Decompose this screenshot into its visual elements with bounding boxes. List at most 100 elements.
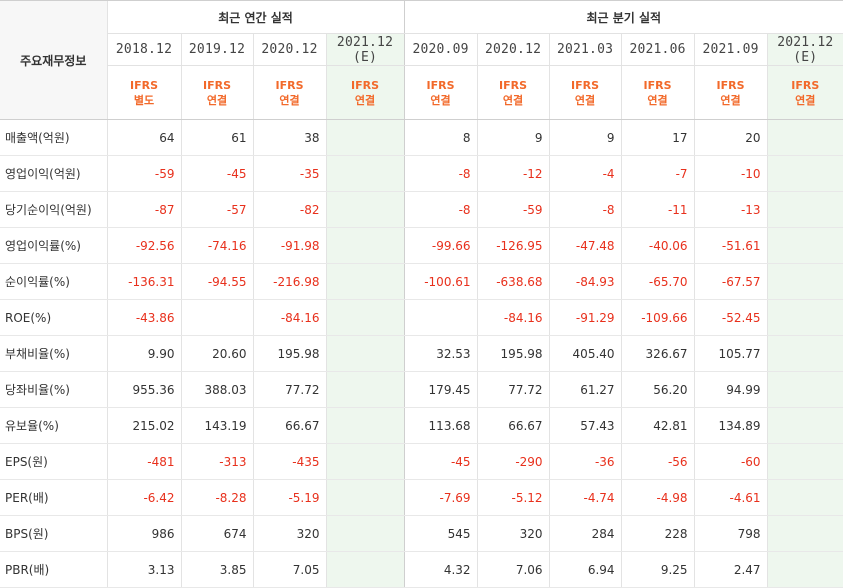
row-label: PBR(배) — [0, 551, 107, 588]
table-cell: -216.98 — [252, 263, 326, 300]
accounting-basis-header: IFRS 별도 — [106, 65, 181, 120]
table-cell — [325, 263, 405, 300]
accounting-basis-header: IFRS 연결 — [325, 65, 405, 120]
table-cell: -109.66 — [620, 299, 695, 336]
table-cell: 9.25 — [620, 551, 695, 588]
table-cell: -10 — [693, 155, 768, 192]
row-label: 당좌비율(%) — [0, 371, 107, 408]
table-cell: 113.68 — [403, 407, 478, 444]
table-cell: 326.67 — [620, 335, 695, 372]
table-cell — [180, 299, 253, 336]
table-cell: 3.85 — [180, 551, 253, 588]
table-cell: 66.67 — [252, 407, 326, 444]
table-cell: 143.19 — [180, 407, 253, 444]
table-cell: 94.99 — [693, 371, 768, 408]
table-cell — [766, 155, 843, 192]
table-cell: 320 — [252, 515, 326, 552]
row-label: 영업이익률(%) — [0, 227, 107, 264]
table-cell: -4.74 — [548, 479, 622, 516]
basis-label: 연결 — [354, 93, 376, 107]
table-cell: 77.72 — [476, 371, 550, 408]
estimate-marker: (E) — [352, 49, 378, 65]
table-cell: -91.29 — [548, 299, 622, 336]
table-cell: 955.36 — [106, 371, 181, 408]
table-cell: -136.31 — [106, 263, 181, 300]
table-cell — [325, 515, 405, 552]
ifrs-label: IFRS — [716, 78, 745, 92]
table-row: BPS(원) 986 674 320 545 320 284 228 798 — [0, 515, 843, 552]
table-cell: -59 — [476, 191, 550, 228]
ifrs-label: IFRS — [571, 78, 600, 92]
table-cell: -435 — [252, 443, 326, 480]
table-cell: -99.66 — [403, 227, 478, 264]
accounting-basis-header: IFRS 연결 — [766, 65, 843, 120]
basis-label: 연결 — [795, 93, 816, 107]
table-cell: -84.16 — [476, 299, 550, 336]
table-row: 순이익률(%) -136.31 -94.55 -216.98 -100.61 -638.6… — [0, 263, 843, 300]
table-row: 매출액(억원) 64 61 38 8 9 9 17 20 — [0, 119, 843, 156]
table-cell: -12 — [476, 155, 550, 192]
table-cell: 179.45 — [403, 371, 478, 408]
table-cell: -65.70 — [620, 263, 695, 300]
table-cell: -7 — [620, 155, 695, 192]
quarterly-group-header: 최근 분기 실적 — [403, 0, 843, 34]
basis-label: 연결 — [502, 93, 524, 107]
period-header: 2018.12 — [106, 33, 181, 66]
row-label: 순이익률(%) — [0, 263, 107, 300]
table-cell: 986 — [106, 515, 181, 552]
row-label: 부채비율(%) — [0, 335, 107, 372]
row-label: PER(배) — [0, 479, 107, 516]
table-cell: 134.89 — [693, 407, 768, 444]
period-label: 2021.12 — [336, 34, 394, 50]
table-row: 부채비율(%) 9.90 20.60 195.98 32.53 195.98 405.40 3… — [0, 335, 843, 372]
table-cell — [325, 407, 405, 444]
table-cell: -4 — [548, 155, 622, 192]
table-cell: -91.98 — [252, 227, 326, 264]
table-cell: -57 — [180, 191, 253, 228]
table-cell: 195.98 — [252, 335, 326, 372]
table-cell: 66.67 — [476, 407, 550, 444]
table-cell: 195.98 — [476, 335, 550, 372]
table-cell: -45 — [180, 155, 253, 192]
table-cell: 42.81 — [620, 407, 695, 444]
table-cell: 77.72 — [252, 371, 326, 408]
corner-label: 주요재무정보 — [0, 0, 107, 120]
table-cell: 9 — [548, 119, 622, 156]
table-cell: -59 — [106, 155, 181, 192]
period-label: 2021.12 — [777, 34, 834, 50]
period-header: 2019.12 — [180, 33, 253, 66]
table-cell: -290 — [476, 443, 550, 480]
row-label: ROE(%) — [0, 299, 107, 336]
table-cell — [325, 191, 405, 228]
accounting-basis-header: IFRS 연결 — [180, 65, 253, 120]
row-label: EPS(원) — [0, 443, 107, 480]
table-cell: -8.28 — [180, 479, 253, 516]
table-cell: 38 — [252, 119, 326, 156]
period-header: 2021.12 (E) — [325, 33, 405, 66]
table-cell: -94.55 — [180, 263, 253, 300]
table-cell: -8 — [403, 191, 478, 228]
table-row: EPS(원) -481 -313 -435 -45 -290 -36 -56 -60 — [0, 443, 843, 480]
table-cell: -6.42 — [106, 479, 181, 516]
row-label: 매출액(억원) — [0, 119, 107, 156]
table-cell — [766, 119, 843, 156]
table-cell: -43.86 — [106, 299, 181, 336]
table-cell — [766, 263, 843, 300]
table-cell: 3.13 — [106, 551, 181, 588]
table-cell: -87 — [106, 191, 181, 228]
table-cell: 215.02 — [106, 407, 181, 444]
table-cell — [325, 119, 405, 156]
table-cell: 674 — [180, 515, 253, 552]
table-cell — [325, 155, 405, 192]
table-cell: -36 — [548, 443, 622, 480]
row-label: 당기순이익(억원) — [0, 191, 107, 228]
table-cell: -92.56 — [106, 227, 181, 264]
table-cell: -5.19 — [252, 479, 326, 516]
table-cell: -11 — [620, 191, 695, 228]
period-label: 2020.09 — [412, 42, 469, 57]
table-cell — [766, 551, 843, 588]
table-cell: -100.61 — [403, 263, 478, 300]
table-row: 영업이익률(%) -92.56 -74.16 -91.98 -99.66 -126.95-… — [0, 227, 843, 264]
table-cell: -8 — [548, 191, 622, 228]
